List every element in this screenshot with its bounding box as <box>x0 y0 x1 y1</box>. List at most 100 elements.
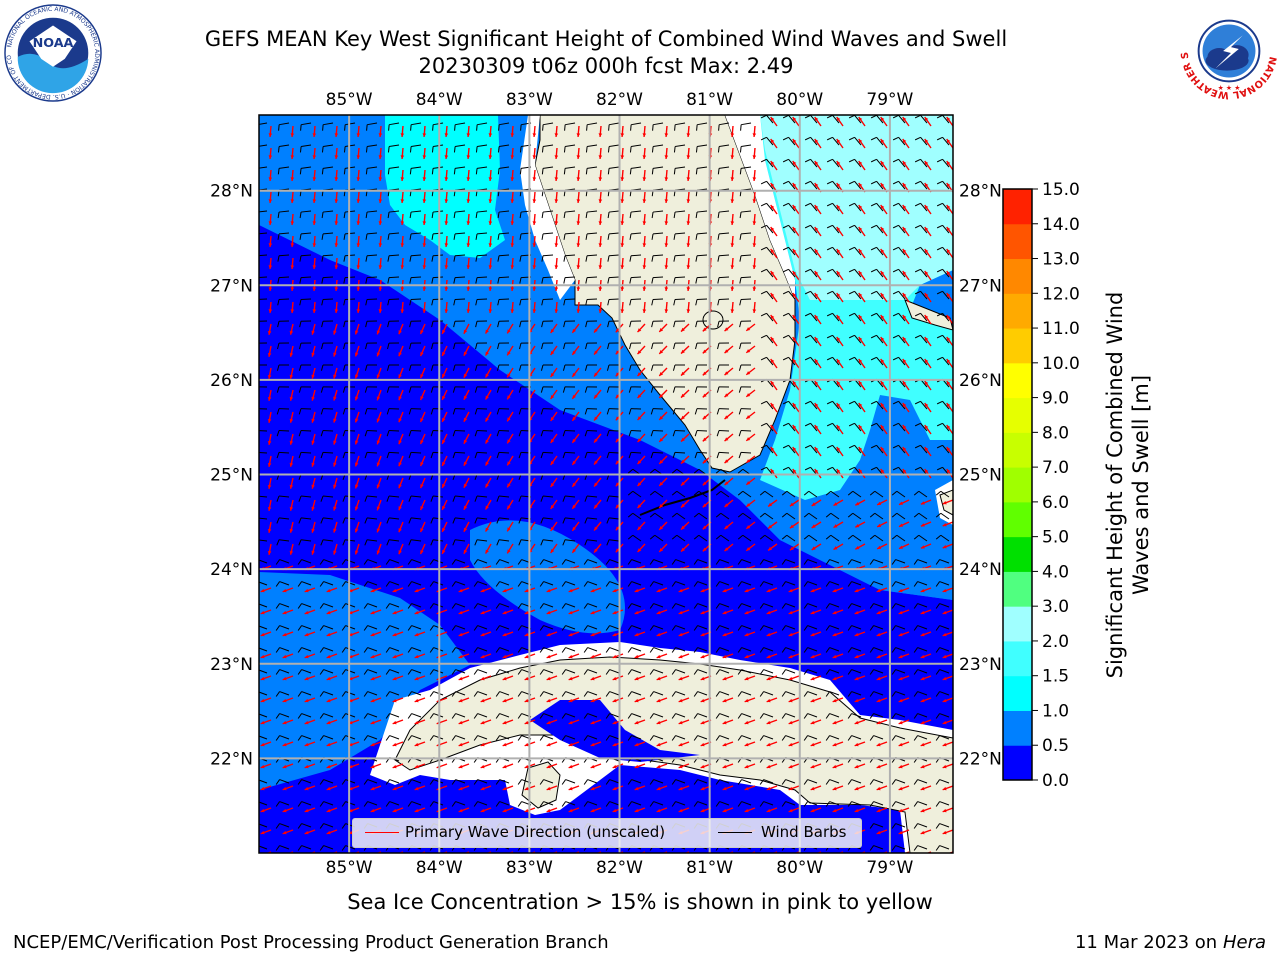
wind-barb <box>869 603 884 609</box>
wave-arrow <box>484 389 492 400</box>
wind-barb <box>649 735 664 741</box>
wave-arrow <box>267 345 272 357</box>
wave-arrow <box>260 719 272 725</box>
wave-arrow <box>686 125 691 138</box>
wave-arrow <box>752 147 757 160</box>
wave-arrow <box>620 191 625 204</box>
wind-barb <box>913 713 928 719</box>
wind-barb <box>739 276 752 284</box>
wind-barb <box>540 539 554 546</box>
wind-barb <box>607 144 620 153</box>
wave-arrow <box>356 147 361 160</box>
wind-barb <box>935 713 950 719</box>
wind-barb <box>584 386 598 393</box>
wind-barb <box>870 312 884 322</box>
wind-barb <box>870 158 884 168</box>
wind-barb <box>869 669 884 675</box>
wind-barb <box>671 534 686 542</box>
wind-barb <box>300 122 312 131</box>
wind-barb <box>408 495 422 502</box>
wave-arrow <box>656 653 668 659</box>
wind-barb <box>541 144 554 153</box>
wind-barb <box>606 408 620 415</box>
wind-barb <box>363 779 378 785</box>
wind-barb <box>387 254 400 262</box>
wind-barb <box>539 713 554 719</box>
wave-arrow <box>920 609 932 615</box>
wind-barb <box>475 254 488 262</box>
wind-barb <box>870 180 884 190</box>
wind-barb <box>651 320 664 328</box>
wave-arrow <box>441 477 448 489</box>
wave-arrow <box>814 248 822 259</box>
wind-barb <box>607 320 620 328</box>
colorbar-bin <box>1003 571 1032 607</box>
wave-arrow <box>260 697 272 703</box>
wind-barb <box>496 430 510 437</box>
wind-barb <box>408 364 422 371</box>
colorbar-bin <box>1003 501 1032 538</box>
wave-arrow <box>282 675 294 681</box>
wave-arrow <box>282 631 294 637</box>
wave-arrow <box>745 455 756 464</box>
wind-barb <box>319 603 334 609</box>
wave-arrow <box>289 521 294 533</box>
wave-arrow <box>612 697 624 703</box>
wind-barb <box>695 320 708 328</box>
wave-arrow <box>593 323 602 333</box>
wave-arrow <box>260 763 272 769</box>
wind-barb <box>277 166 290 175</box>
wave-arrow <box>326 785 338 791</box>
wave-arrow <box>488 191 493 204</box>
wind-barb <box>583 603 598 609</box>
wind-barb <box>847 534 862 542</box>
wave-arrow <box>658 389 668 399</box>
wave-arrow <box>590 587 602 593</box>
wind-barb <box>275 713 290 719</box>
wave-arrow <box>744 807 756 813</box>
wave-arrow <box>770 160 778 171</box>
wind-barb <box>541 166 554 175</box>
wave-arrow <box>836 380 844 391</box>
wind-barb <box>781 603 796 609</box>
wave-arrow <box>686 235 691 248</box>
wave-arrow <box>414 719 426 725</box>
wave-arrow <box>463 455 470 467</box>
wind-barb <box>453 342 466 350</box>
wind-barb <box>892 158 906 168</box>
wind-barb <box>869 823 884 829</box>
wind-barb <box>914 334 928 344</box>
wave-arrow <box>268 147 273 160</box>
wind-barb <box>606 364 620 371</box>
wind-barb <box>717 298 730 306</box>
wind-barb <box>363 625 378 631</box>
wind-barb <box>539 669 554 675</box>
wave-arrow <box>334 147 339 160</box>
wind-barb <box>564 122 576 131</box>
wave-arrow <box>858 138 866 149</box>
wave-arrow <box>766 609 778 615</box>
wind-barb <box>673 276 686 284</box>
wind-barb <box>474 364 488 371</box>
wind-barb <box>694 364 708 371</box>
wind-barb <box>781 779 796 785</box>
wave-arrow <box>400 301 405 314</box>
wind-barb <box>430 364 444 371</box>
wave-arrow <box>488 257 493 270</box>
wave-arrow <box>290 147 295 160</box>
wind-barb <box>299 298 312 306</box>
wave-arrow <box>354 389 360 401</box>
wind-barb <box>891 823 906 829</box>
wind-barb <box>717 144 730 153</box>
wave-arrow <box>836 336 844 347</box>
wind-barb <box>804 268 818 278</box>
date-text: 11 Mar 2023 on Hera <box>1075 932 1266 953</box>
wave-arrow <box>282 785 294 791</box>
wind-barb <box>759 801 774 807</box>
colorbar-bin <box>1003 640 1032 677</box>
wave-arrow <box>678 675 690 681</box>
lon-tick-label: 79°W <box>866 858 913 878</box>
wind-barb <box>717 232 730 240</box>
wave-arrow <box>678 741 690 747</box>
wave-arrow <box>946 248 953 259</box>
